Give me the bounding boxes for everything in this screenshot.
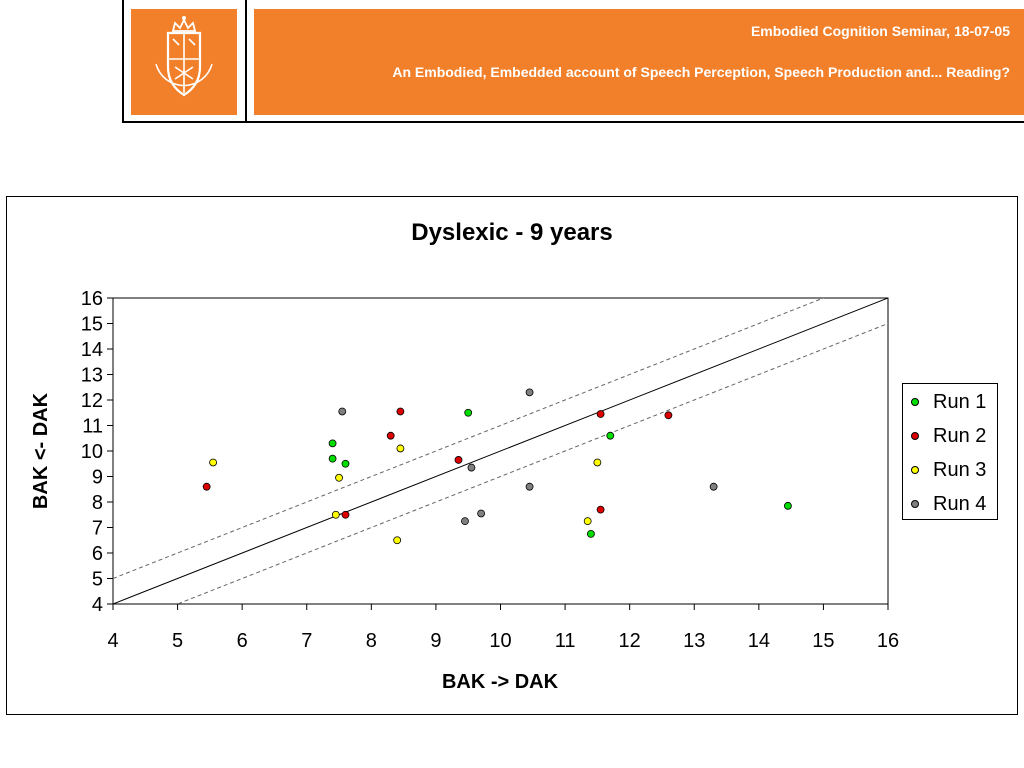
legend-marker-run-2 bbox=[911, 432, 919, 440]
data-point-run-4 bbox=[338, 407, 347, 416]
data-point-run-1 bbox=[328, 454, 337, 463]
reference-line-1 bbox=[113, 298, 825, 579]
x-tick-label: 9 bbox=[430, 630, 441, 652]
x-tick-label: 7 bbox=[301, 630, 312, 652]
x-tick-label: 8 bbox=[366, 630, 377, 652]
data-point-run-4 bbox=[525, 482, 534, 491]
x-tick-label: 14 bbox=[748, 630, 770, 652]
y-tick-label: 4 bbox=[92, 594, 103, 616]
y-tick-label: 8 bbox=[92, 492, 103, 514]
legend-item-run-4: Run 4 bbox=[911, 487, 986, 521]
legend-item-run-2: Run 2 bbox=[911, 419, 986, 453]
y-tick-label: 15 bbox=[81, 314, 103, 336]
data-point-run-3 bbox=[331, 510, 340, 519]
legend-item-run-1: Run 1 bbox=[911, 385, 986, 419]
data-point-run-3 bbox=[583, 517, 592, 526]
data-point-run-1 bbox=[783, 501, 792, 510]
identity-line bbox=[113, 298, 888, 604]
legend-label-run-4: Run 4 bbox=[933, 492, 987, 515]
legend-label-run-2: Run 2 bbox=[933, 424, 987, 447]
y-tick-label: 7 bbox=[92, 518, 103, 540]
x-axis-label: BAK -> DAK bbox=[442, 671, 559, 693]
x-tick-label: 10 bbox=[489, 630, 511, 652]
crest-icon bbox=[155, 16, 213, 97]
x-tick-label: 12 bbox=[619, 630, 641, 652]
header-divider bbox=[245, 0, 247, 122]
x-tick-label: 15 bbox=[812, 630, 834, 652]
y-tick-label: 5 bbox=[92, 569, 103, 591]
y-tick-label: 11 bbox=[82, 416, 103, 438]
data-point-run-3 bbox=[593, 458, 602, 467]
data-point-run-2 bbox=[386, 431, 395, 440]
x-tick-label: 11 bbox=[555, 630, 576, 652]
data-point-run-2 bbox=[596, 410, 605, 418]
reference-line-2 bbox=[176, 323, 888, 604]
data-point-run-3 bbox=[209, 458, 218, 467]
y-tick-label: 9 bbox=[92, 467, 103, 489]
data-point-run-1 bbox=[341, 459, 350, 468]
data-point-run-2 bbox=[454, 456, 463, 464]
data-point-run-3 bbox=[335, 473, 343, 482]
data-point-run-1 bbox=[328, 439, 337, 448]
chart-legend: Run 1 Run 2 Run 3 Run 4 bbox=[902, 383, 998, 520]
data-point-run-1 bbox=[587, 529, 595, 538]
header-frame bbox=[122, 0, 1024, 123]
x-tick-label: 16 bbox=[877, 630, 899, 652]
university-logo bbox=[131, 9, 237, 115]
x-tick-label: 4 bbox=[107, 630, 118, 652]
legend-marker-run-3 bbox=[911, 466, 919, 474]
data-point-run-4 bbox=[709, 482, 718, 491]
data-point-run-3 bbox=[396, 444, 405, 453]
data-point-run-4 bbox=[461, 517, 469, 526]
legend-marker-run-1 bbox=[911, 398, 919, 406]
data-point-run-2 bbox=[396, 407, 405, 416]
y-tick-label: 12 bbox=[81, 390, 103, 412]
legend-label-run-1: Run 1 bbox=[933, 390, 987, 413]
seminar-info: Embodied Cognition Seminar, 18-07-05 bbox=[750, 23, 1010, 39]
data-point-run-4 bbox=[467, 463, 476, 472]
data-point-run-3 bbox=[393, 536, 402, 545]
legend-marker-run-4 bbox=[911, 500, 919, 508]
data-point-run-2 bbox=[202, 482, 211, 491]
y-tick-label: 6 bbox=[92, 543, 103, 565]
presentation-title: An Embodied, Embedded account of Speech … bbox=[392, 64, 1010, 80]
data-point-run-1 bbox=[606, 431, 615, 440]
data-point-run-2 bbox=[596, 505, 605, 514]
data-point-run-4 bbox=[525, 388, 534, 397]
data-point-run-2 bbox=[341, 510, 350, 519]
data-point-run-4 bbox=[477, 509, 486, 518]
legend-label-run-3: Run 3 bbox=[933, 458, 987, 481]
chart-frame bbox=[6, 196, 1018, 715]
y-tick-label: 16 bbox=[81, 288, 103, 310]
data-point-run-2 bbox=[664, 411, 673, 420]
y-axis-label: BAK <- DAK bbox=[30, 392, 52, 509]
legend-item-run-3: Run 3 bbox=[911, 453, 986, 487]
x-tick-label: 6 bbox=[237, 630, 248, 652]
header-banner: Embodied Cognition Seminar, 18-07-05 An … bbox=[254, 9, 1024, 115]
x-tick-label: 13 bbox=[683, 630, 705, 652]
y-tick-label: 13 bbox=[81, 365, 103, 387]
y-tick-label: 14 bbox=[81, 339, 103, 361]
x-tick-label: 5 bbox=[172, 630, 183, 652]
y-tick-label: 10 bbox=[81, 441, 103, 463]
data-point-run-1 bbox=[464, 408, 473, 417]
chart-title: Dyslexic - 9 years bbox=[411, 219, 612, 246]
